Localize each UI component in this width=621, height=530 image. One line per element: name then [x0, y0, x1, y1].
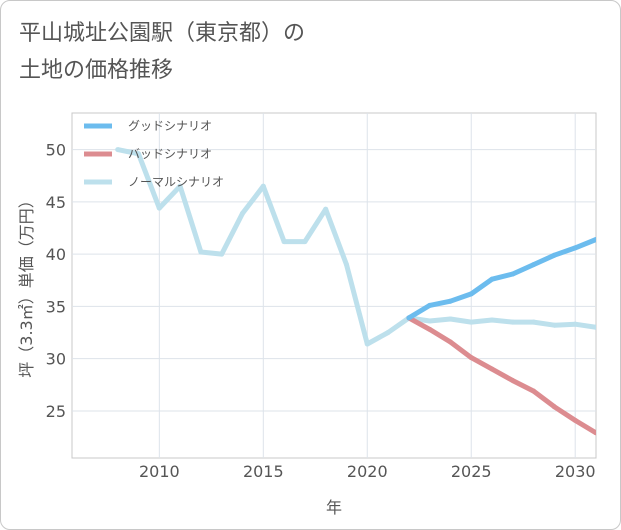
series-normal — [115, 147, 596, 347]
data-point-bad — [572, 417, 578, 423]
data-point-bad — [427, 326, 433, 332]
x-tick-label: 2025 — [451, 462, 492, 481]
data-point-good — [406, 315, 412, 321]
y-tick-label: 45 — [46, 193, 66, 212]
data-point-normal — [510, 319, 516, 325]
data-point-normal — [344, 262, 349, 268]
data-point-normal — [240, 210, 245, 216]
data-point-good — [593, 237, 596, 242]
data-point-good — [551, 252, 557, 258]
data-point-normal — [364, 341, 370, 347]
data-point-normal — [323, 206, 329, 212]
data-point-normal — [593, 324, 596, 330]
data-point-normal — [198, 249, 204, 255]
data-point-bad — [489, 366, 495, 372]
data-point-good — [510, 271, 516, 277]
chart-title-line-1: 平山城址公園駅（東京都）の — [19, 21, 306, 46]
legend-label: グッドシナリオ — [128, 119, 212, 133]
x-tick-label: 2030 — [555, 462, 596, 481]
data-point-bad — [447, 339, 453, 345]
data-point-good — [468, 291, 474, 297]
data-point-normal — [468, 319, 474, 325]
data-point-bad — [593, 430, 596, 436]
legend-item-bad[interactable]: バッドシナリオ — [84, 147, 212, 161]
series-line-good — [407, 237, 596, 321]
x-tick-label: 2020 — [347, 462, 388, 481]
data-point-good — [427, 302, 433, 308]
legend-label: ノーマルシナリオ — [128, 175, 224, 189]
y-tick-label: 40 — [46, 245, 66, 264]
data-point-normal — [531, 319, 537, 325]
data-point-bad — [468, 355, 474, 361]
y-tick-label: 50 — [46, 141, 66, 160]
data-point-normal — [572, 321, 578, 327]
y-tick-label: 30 — [46, 350, 66, 369]
data-point-normal — [156, 205, 162, 211]
data-point-normal — [302, 239, 308, 245]
data-point-good — [489, 276, 495, 282]
data-point-bad — [531, 388, 537, 394]
legend-label: バッドシナリオ — [128, 147, 212, 161]
axis-ticks: 2010 2015 2020 2025 2030 25 30 35 40 45 50 — [46, 141, 596, 481]
y-axis-label: 坪（3.3㎡）単価（万円） — [17, 192, 36, 377]
data-point-normal — [427, 318, 433, 324]
chart-title: 平山城址公園駅（東京都）の 土地の価格推移 — [19, 15, 609, 89]
data-point-normal — [136, 151, 141, 157]
series-line-normal — [117, 147, 596, 347]
data-point-normal — [551, 322, 557, 328]
series-line-bad — [407, 315, 596, 436]
series-bad — [406, 315, 596, 436]
data-point-normal — [177, 183, 183, 189]
data-point-normal — [281, 239, 287, 245]
data-point-good — [447, 298, 453, 304]
grid — [72, 113, 596, 458]
data-point-normal — [115, 147, 121, 153]
y-tick-label: 25 — [46, 402, 66, 421]
data-point-bad — [551, 404, 557, 410]
data-point-normal — [447, 316, 453, 322]
x-tick-label: 2010 — [139, 462, 180, 481]
data-point-good — [531, 262, 537, 268]
data-point-normal — [260, 183, 266, 189]
data-point-normal — [385, 330, 391, 335]
data-point-normal — [489, 317, 495, 323]
y-tick-label: 35 — [46, 297, 66, 316]
legend-item-good[interactable]: グッドシナリオ — [84, 119, 212, 133]
data-point-normal — [219, 251, 225, 257]
data-point-good — [572, 245, 578, 251]
x-axis-label: 年 — [326, 498, 342, 517]
x-tick-label: 2015 — [243, 462, 284, 481]
series — [115, 147, 596, 436]
legend-item-normal[interactable]: ノーマルシナリオ — [84, 175, 224, 189]
plot-area — [71, 112, 597, 459]
series-good — [406, 237, 596, 321]
chart-title-line-2: 土地の価格推移 — [19, 58, 174, 83]
data-point-bad — [510, 378, 516, 384]
